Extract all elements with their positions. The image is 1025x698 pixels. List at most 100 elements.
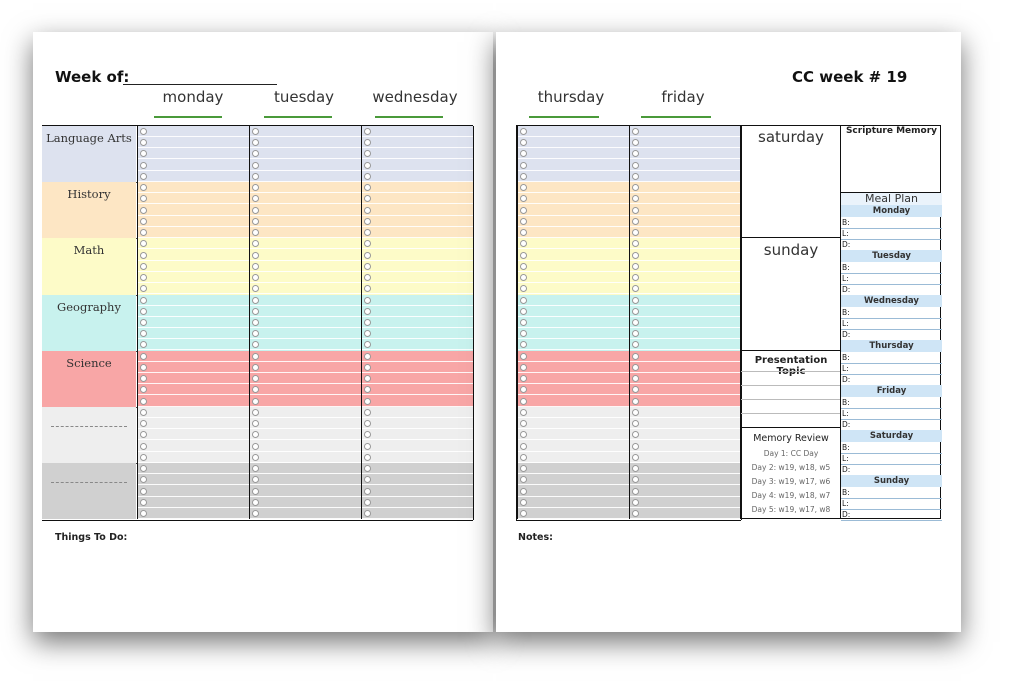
- checkbox-circle[interactable]: [632, 128, 639, 135]
- checkbox-circle[interactable]: [632, 409, 639, 416]
- task-cell[interactable]: [517, 182, 629, 239]
- checkbox-circle[interactable]: [140, 262, 147, 270]
- blank-subject-line[interactable]: [51, 426, 127, 427]
- checkbox-circle[interactable]: [520, 341, 527, 349]
- checkbox-circle[interactable]: [632, 498, 639, 506]
- checkbox-circle[interactable]: [364, 363, 371, 371]
- checkbox-circle[interactable]: [252, 363, 259, 371]
- checkbox-circle[interactable]: [632, 465, 639, 473]
- checkbox-circle[interactable]: [364, 285, 371, 293]
- checkbox-circle[interactable]: [140, 453, 147, 461]
- checkbox-circle[interactable]: [632, 487, 639, 495]
- checkbox-circle[interactable]: [364, 228, 371, 236]
- checkbox-circle[interactable]: [632, 476, 639, 484]
- task-cell[interactable]: [137, 126, 249, 183]
- checkbox-circle[interactable]: [520, 161, 527, 169]
- checkbox-circle[interactable]: [140, 307, 147, 315]
- task-cell[interactable]: [629, 126, 741, 183]
- checkbox-circle[interactable]: [632, 341, 639, 349]
- checkbox-circle[interactable]: [520, 273, 527, 281]
- meal-entry-row[interactable]: L:: [841, 363, 942, 375]
- checkbox-circle[interactable]: [632, 509, 639, 517]
- checkbox-circle[interactable]: [140, 509, 147, 517]
- checkbox-circle[interactable]: [632, 386, 639, 394]
- checkbox-circle[interactable]: [140, 296, 147, 304]
- checkbox-circle[interactable]: [252, 465, 259, 473]
- checkbox-circle[interactable]: [252, 318, 259, 326]
- checkbox-circle[interactable]: [632, 330, 639, 338]
- checkbox-circle[interactable]: [520, 363, 527, 371]
- checkbox-circle[interactable]: [364, 172, 371, 180]
- task-cell[interactable]: [249, 126, 361, 183]
- checkbox-circle[interactable]: [252, 397, 259, 405]
- checkbox-circle[interactable]: [140, 217, 147, 225]
- checkbox-circle[interactable]: [520, 184, 527, 192]
- checkbox-circle[interactable]: [520, 352, 527, 360]
- task-cell[interactable]: [137, 463, 249, 520]
- checkbox-circle[interactable]: [520, 431, 527, 439]
- checkbox-circle[interactable]: [364, 341, 371, 349]
- checkbox-circle[interactable]: [364, 217, 371, 225]
- meal-entry-row[interactable]: B:: [841, 262, 942, 274]
- checkbox-circle[interactable]: [252, 128, 259, 135]
- checkbox-circle[interactable]: [632, 172, 639, 180]
- checkbox-circle[interactable]: [520, 318, 527, 326]
- task-cell[interactable]: [517, 294, 629, 351]
- checkbox-circle[interactable]: [364, 206, 371, 214]
- task-cell[interactable]: [629, 238, 741, 295]
- task-cell[interactable]: [629, 350, 741, 407]
- task-cell[interactable]: [137, 182, 249, 239]
- checkbox-circle[interactable]: [364, 251, 371, 259]
- checkbox-circle[interactable]: [140, 386, 147, 394]
- checkbox-circle[interactable]: [252, 431, 259, 439]
- task-cell[interactable]: [249, 463, 361, 520]
- task-cell[interactable]: [137, 407, 249, 464]
- checkbox-circle[interactable]: [364, 375, 371, 383]
- checkbox-circle[interactable]: [364, 296, 371, 304]
- checkbox-circle[interactable]: [140, 352, 147, 360]
- blank-subject-line[interactable]: [51, 482, 127, 484]
- checkbox-circle[interactable]: [364, 397, 371, 405]
- checkbox-circle[interactable]: [252, 296, 259, 304]
- checkbox-circle[interactable]: [252, 206, 259, 214]
- checkbox-circle[interactable]: [252, 509, 259, 517]
- checkbox-circle[interactable]: [520, 296, 527, 304]
- task-cell[interactable]: [629, 182, 741, 239]
- checkbox-circle[interactable]: [140, 172, 147, 180]
- checkbox-circle[interactable]: [364, 386, 371, 394]
- checkbox-circle[interactable]: [520, 397, 527, 405]
- meal-entry-row[interactable]: L:: [841, 318, 942, 330]
- checkbox-circle[interactable]: [364, 139, 371, 147]
- task-cell[interactable]: [249, 182, 361, 239]
- checkbox-circle[interactable]: [252, 184, 259, 192]
- task-cell[interactable]: [137, 294, 249, 351]
- task-cell[interactable]: [361, 463, 473, 520]
- checkbox-circle[interactable]: [252, 352, 259, 360]
- checkbox-circle[interactable]: [140, 195, 147, 203]
- checkbox-circle[interactable]: [140, 420, 147, 428]
- checkbox-circle[interactable]: [252, 228, 259, 236]
- task-cell[interactable]: [249, 407, 361, 464]
- task-cell[interactable]: [629, 407, 741, 464]
- checkbox-circle[interactable]: [140, 139, 147, 147]
- checkbox-circle[interactable]: [252, 386, 259, 394]
- checkbox-circle[interactable]: [632, 150, 639, 158]
- meal-entry-row[interactable]: L:: [841, 228, 942, 240]
- task-cell[interactable]: [361, 182, 473, 239]
- checkbox-circle[interactable]: [520, 465, 527, 473]
- checkbox-circle[interactable]: [140, 150, 147, 158]
- checkbox-circle[interactable]: [140, 431, 147, 439]
- checkbox-circle[interactable]: [252, 442, 259, 450]
- checkbox-circle[interactable]: [632, 195, 639, 203]
- task-cell[interactable]: [137, 350, 249, 407]
- checkbox-circle[interactable]: [252, 453, 259, 461]
- meal-entry-row[interactable]: L:: [841, 408, 942, 420]
- checkbox-circle[interactable]: [140, 409, 147, 416]
- task-cell[interactable]: [361, 350, 473, 407]
- checkbox-circle[interactable]: [520, 375, 527, 383]
- checkbox-circle[interactable]: [520, 195, 527, 203]
- meal-entry-row[interactable]: L:: [841, 498, 942, 510]
- checkbox-circle[interactable]: [252, 161, 259, 169]
- checkbox-circle[interactable]: [520, 453, 527, 461]
- checkbox-circle[interactable]: [632, 139, 639, 147]
